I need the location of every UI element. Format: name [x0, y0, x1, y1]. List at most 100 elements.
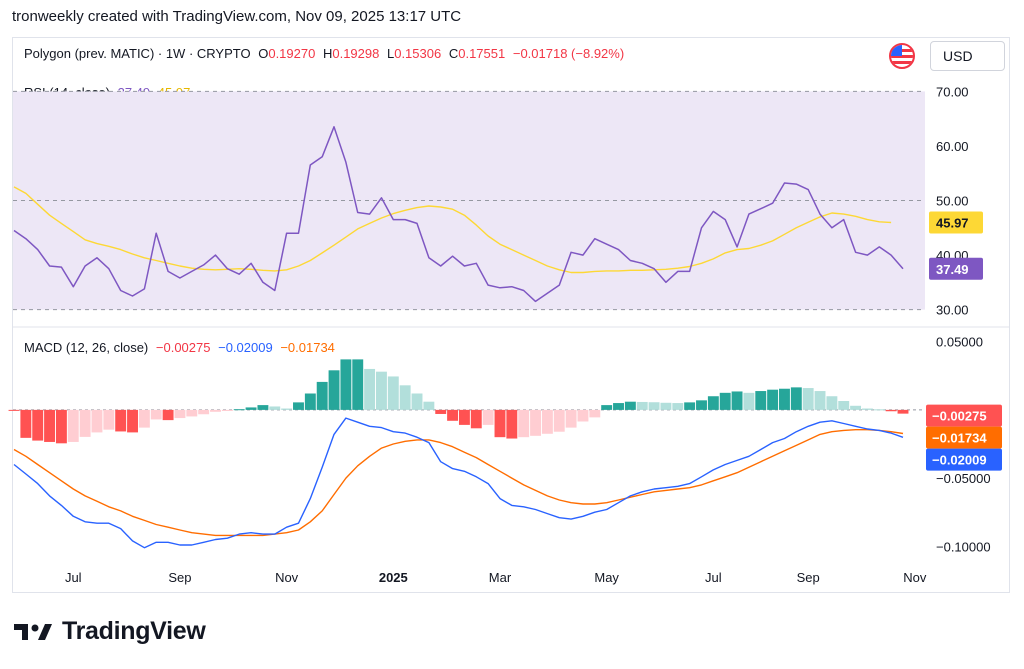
open-value: 0.19270 — [268, 46, 316, 61]
change-value: −0.01718 (−8.92%) — [512, 46, 625, 61]
histogram-bar — [802, 388, 814, 410]
histogram-bar — [103, 409, 115, 430]
histogram-bar — [328, 370, 340, 410]
histogram-bar — [55, 409, 67, 444]
x-axis-tick-label: Sep — [797, 570, 820, 585]
histogram-bar — [755, 391, 767, 410]
histogram-bar — [411, 393, 423, 410]
histogram-bar — [790, 387, 802, 410]
histogram-bar — [233, 409, 245, 411]
histogram-bar — [304, 393, 316, 410]
histogram-bar — [518, 409, 530, 438]
histogram-bar — [316, 381, 328, 410]
close-value: 0.17551 — [458, 46, 506, 61]
histogram-bar — [269, 406, 281, 410]
histogram-bar — [601, 405, 613, 410]
histogram-bar — [838, 401, 850, 410]
histogram-bar — [624, 401, 636, 410]
histogram-bar — [826, 396, 838, 410]
macd-badge — [926, 448, 1002, 471]
histogram-bar — [696, 400, 707, 410]
histogram-bar — [684, 402, 696, 410]
histogram-bar — [553, 409, 565, 432]
histogram-bar — [257, 405, 269, 410]
histogram-bar — [541, 409, 553, 434]
histogram-bar — [861, 408, 873, 410]
histogram-bar — [293, 402, 304, 410]
x-axis-tick-label: Nov — [275, 570, 299, 585]
currency-button[interactable]: USD — [930, 41, 1005, 71]
histogram-bar — [814, 391, 826, 410]
rsi-line — [13, 126, 904, 303]
x-axis-tick-label: Nov — [903, 570, 927, 585]
histogram-bar — [340, 359, 352, 410]
chart-caption: tronweekly created with TradingView.com,… — [12, 8, 462, 25]
histogram-bar — [245, 407, 257, 410]
histogram-bar — [20, 409, 32, 438]
histogram-bar — [423, 401, 435, 410]
histogram-bar — [458, 409, 470, 425]
signal-badge — [926, 426, 1002, 449]
histogram-bar — [32, 409, 44, 441]
histogram-bar — [707, 396, 719, 410]
histogram-bar — [387, 376, 399, 410]
histogram-bar — [731, 391, 743, 410]
chart-frame — [12, 37, 1010, 593]
histogram-bar — [174, 409, 186, 419]
x-axis-tick-label: Jul — [65, 570, 82, 585]
histogram-bar — [376, 371, 387, 410]
x-axis-tick-label: Jul — [705, 570, 722, 585]
histogram-bar — [435, 409, 447, 414]
histogram-bar — [850, 405, 862, 410]
rsi-axis-tick-label: 50.00 — [936, 194, 969, 209]
macd-legend[interactable]: MACD (12, 26, close) −0.00275 −0.02009 −… — [24, 340, 339, 355]
macd-legend-title: MACD (12, 26, close) — [24, 340, 149, 355]
histogram-bar — [565, 409, 577, 428]
histogram-bar — [67, 409, 79, 442]
histogram-bar — [44, 409, 56, 442]
symbol-legend: Polygon (prev. MATIC) · 1W · CRYPTO O0.1… — [24, 46, 628, 61]
histogram-bar — [198, 409, 210, 415]
x-axis-tick-label: Sep — [168, 570, 191, 585]
low-value: 0.15306 — [394, 46, 442, 61]
histogram-bar — [115, 409, 127, 432]
us-flag-icon[interactable] — [889, 43, 915, 69]
histogram-bar — [897, 409, 909, 414]
histogram-bar — [660, 402, 672, 410]
macd-badge-label: −0.02009 — [932, 453, 987, 468]
low-label: L — [386, 46, 395, 61]
histogram-bar — [210, 409, 221, 412]
rsi-ma-line — [13, 186, 892, 274]
histogram-bar — [447, 409, 459, 421]
x-axis-tick-label: Mar — [489, 570, 512, 585]
histogram-bar — [162, 409, 174, 421]
histogram-bar — [127, 409, 138, 433]
histogram-bar — [364, 368, 376, 410]
macd-axis-tick-label: 0.05000 — [936, 335, 983, 350]
histogram-bar — [79, 409, 91, 437]
high-value: 0.19298 — [332, 46, 380, 61]
rsi-ma-badge-label: 45.97 — [936, 215, 969, 230]
histogram-bar — [672, 403, 684, 410]
histogram-badge-label: −0.00275 — [932, 409, 987, 424]
histogram-bar — [150, 409, 162, 420]
histogram-bar — [577, 409, 589, 422]
rsi-axis-tick-label: 30.00 — [936, 303, 969, 318]
histogram-bar — [885, 409, 897, 412]
signal-line — [13, 429, 904, 537]
histogram-bar — [281, 408, 293, 410]
x-axis-tick-label: May — [594, 570, 619, 585]
signal-legend-value: −0.01734 — [280, 340, 335, 355]
macd-axis-tick-label: −0.05000 — [936, 471, 991, 486]
symbol-name[interactable]: Polygon (prev. MATIC) · 1W · CRYPTO — [24, 46, 251, 61]
tradingview-logo-icon — [14, 623, 52, 640]
rsi-axis-tick-label: 60.00 — [936, 139, 969, 154]
histogram-legend-value: −0.00275 — [155, 340, 211, 355]
histogram-badge — [926, 404, 1002, 427]
macd-axis-tick-label: −0.10000 — [936, 539, 991, 554]
histogram-bar — [494, 409, 506, 438]
histogram-bar — [589, 409, 601, 418]
histogram-bar — [719, 392, 731, 410]
histogram-bar — [352, 359, 364, 410]
